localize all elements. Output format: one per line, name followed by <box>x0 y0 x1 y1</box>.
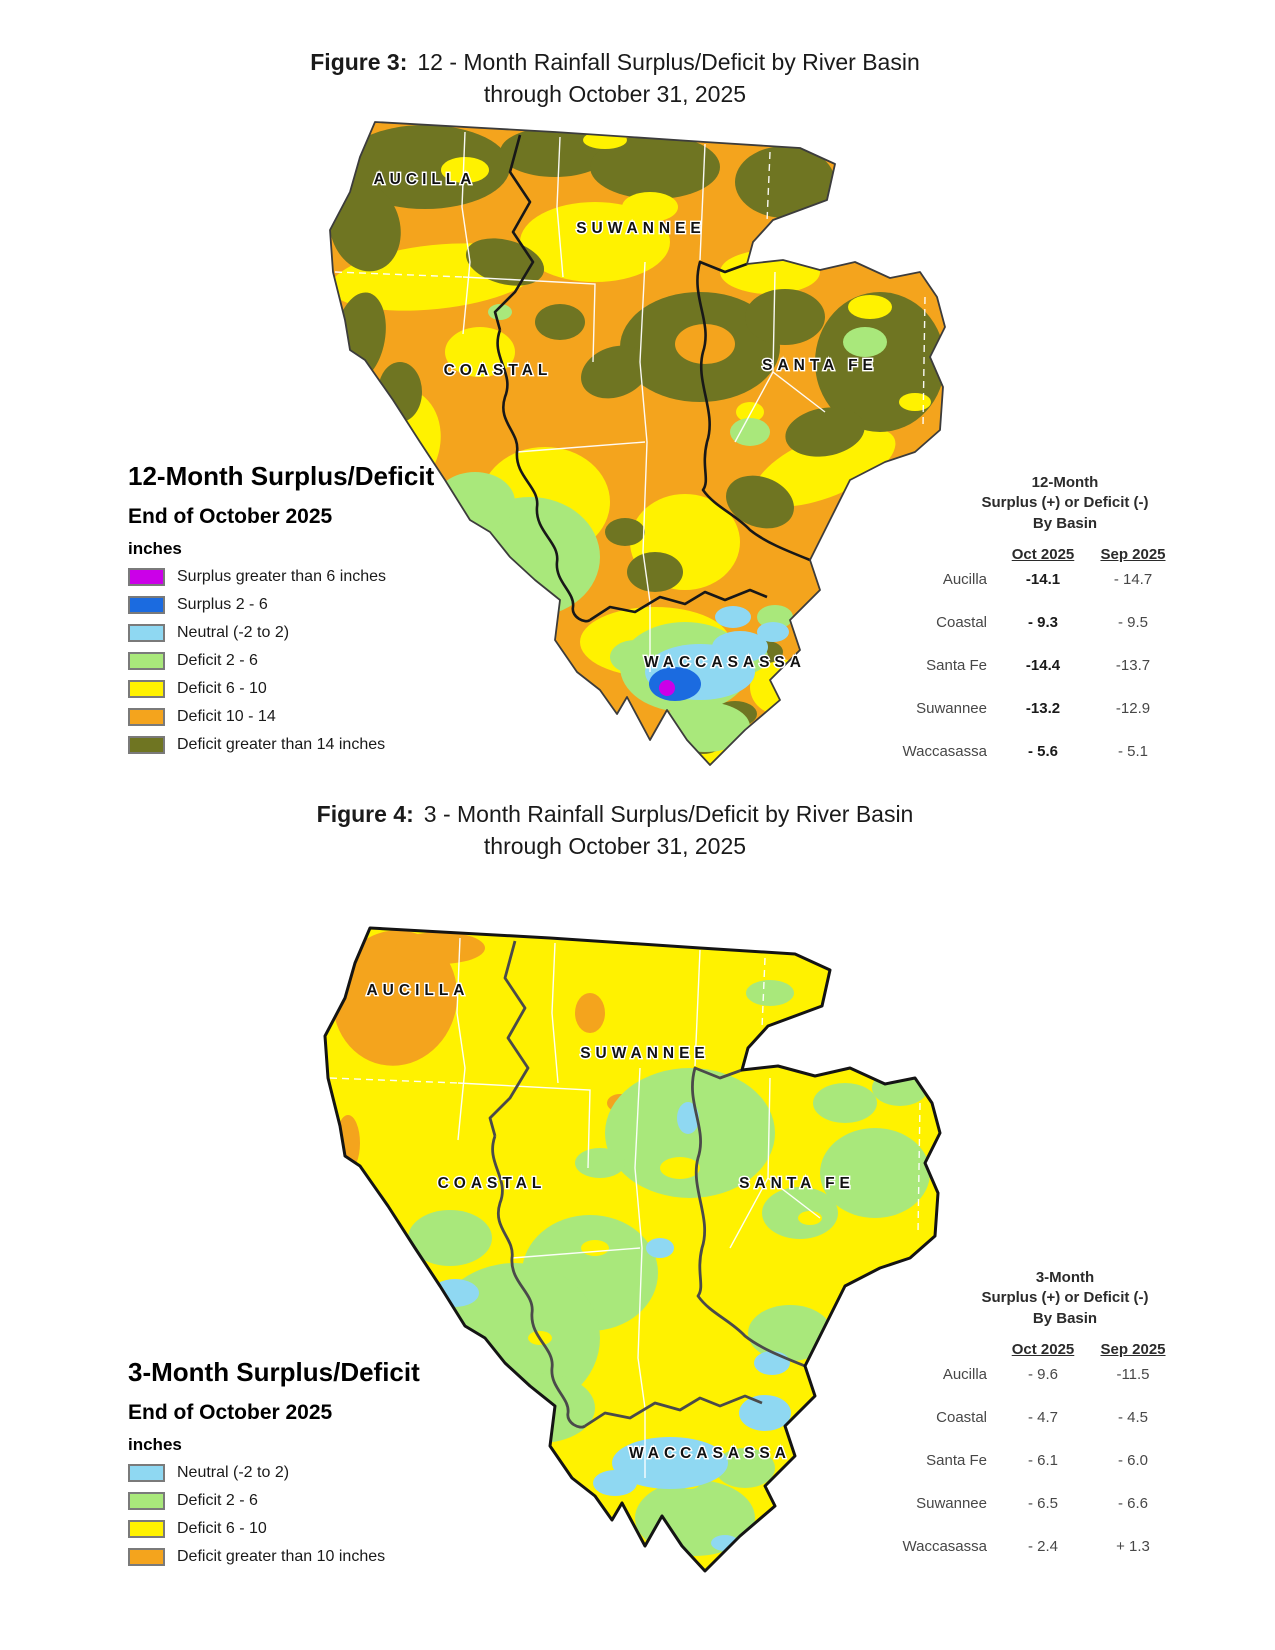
table-row-basin: Santa Fe <box>926 1451 987 1469</box>
col-sep-2025: Sep 2025 <box>1100 545 1166 563</box>
figure3-title-line2: through October 31, 2025 <box>483 81 747 108</box>
neutral-swatch <box>128 1463 165 1482</box>
table-row-basin: Santa Fe <box>926 656 987 674</box>
figure4-title: Figure 4: 3 - Month Rainfall Surplus/Defi… <box>0 798 1230 862</box>
surplus-2-6-swatch <box>128 595 165 614</box>
legend-item: Neutral (-2 to 2) <box>128 1459 488 1487</box>
figure3-map: AUCILLA SUWANNEE COASTAL SANTA FE WACCAS… <box>329 121 946 766</box>
deficit-6-10-swatch <box>128 1519 165 1538</box>
figure3-label: Figure 3: <box>310 49 408 75</box>
figure4-table-title: 3-Month Surplus (+) or Deficit (-) By Ba… <box>981 1269 1149 1327</box>
figure4-legend-units: inches <box>128 1434 182 1454</box>
figure3-table: 12-Month Surplus (+) or Deficit (-) By B… <box>885 473 1185 786</box>
table-row-oct: - 4.7 <box>1027 1408 1058 1426</box>
table-row-sep: - 6.0 <box>1117 1451 1148 1469</box>
figure4-title-line1: Figure 4: 3 - Month Rainfall Surplus/Defi… <box>316 801 914 827</box>
table-row-sep: - 6.6 <box>1117 1494 1148 1512</box>
deficit-gt14-swatch <box>128 735 165 754</box>
legend-item: Deficit 6 - 10 <box>128 1515 488 1543</box>
table-row-basin: Suwannee <box>916 1494 987 1512</box>
legend-item: Neutral (-2 to 2) <box>128 619 488 647</box>
legend-item: Deficit greater than 10 inches <box>128 1543 488 1571</box>
figure4-map: AUCILLA SUWANNEE COASTAL SANTA FE WACCAS… <box>323 926 942 1573</box>
table-row-basin: Waccasassa <box>902 1537 987 1555</box>
legend-item: Deficit 2 - 6 <box>128 1487 488 1515</box>
table-row-oct: - 5.6 <box>1027 742 1058 760</box>
table-row-basin: Waccasassa <box>902 742 987 760</box>
table-row-sep: -13.7 <box>1115 656 1151 674</box>
col-oct-2025: Oct 2025 <box>1011 1340 1075 1358</box>
deficit-gt10-swatch <box>128 1547 165 1566</box>
figure4-label: Figure 4: <box>316 801 414 827</box>
legend-item: Deficit greater than 14 inches <box>128 731 488 759</box>
fig4-basin-label-coastal: COASTAL <box>438 1175 547 1192</box>
figure3-legend-title: 12-Month Surplus/Deficit <box>128 461 435 491</box>
figure3-table-title: 12-Month Surplus (+) or Deficit (-) By B… <box>981 474 1149 532</box>
deficit-2-6-swatch <box>128 1491 165 1510</box>
legend-item: Deficit 10 - 14 <box>128 703 488 731</box>
fig3-basin-label-suwannee: SUWANNEE <box>576 220 706 237</box>
figure3-title: Figure 3: 12 - Month Rainfall Surplus/Def… <box>0 46 1230 110</box>
table-row-sep: - 9.5 <box>1117 613 1148 631</box>
table-row-oct: -14.4 <box>1025 656 1061 674</box>
table-row-oct: - 9.6 <box>1027 1365 1058 1383</box>
figure3-table-grid: Oct 2025 Sep 2025 Aucilla -14.1 - 14.7 C… <box>885 546 1185 786</box>
table-row-oct: -13.2 <box>1025 699 1061 717</box>
fig3-basin-label-waccasassa: WACCASASSA <box>644 654 806 671</box>
figure3-legend-subtitle: End of October 2025 <box>128 504 333 528</box>
table-row-basin: Coastal <box>936 1408 987 1426</box>
legend-item: Deficit 2 - 6 <box>128 647 488 675</box>
table-row-sep: - 14.7 <box>1113 570 1153 588</box>
figure4-table: 3-Month Surplus (+) or Deficit (-) By Ba… <box>885 1268 1185 1581</box>
table-row-sep: -12.9 <box>1115 699 1151 717</box>
fig3-basin-label-aucilla: AUCILLA <box>373 171 476 188</box>
table-row-basin: Aucilla <box>942 1365 987 1383</box>
col-oct-2025: Oct 2025 <box>1011 545 1075 563</box>
deficit-2-6-swatch <box>128 651 165 670</box>
figure3-title-line1: Figure 3: 12 - Month Rainfall Surplus/Def… <box>310 49 920 75</box>
table-row-basin: Aucilla <box>942 570 987 588</box>
fig3-basin-label-coastal: COASTAL <box>444 362 553 379</box>
table-row-basin: Coastal <box>936 613 987 631</box>
table-row-sep: - 4.5 <box>1117 1408 1148 1426</box>
neutral-swatch <box>128 623 165 642</box>
figure3-legend-units: inches <box>128 538 182 558</box>
table-row-oct: - 6.1 <box>1027 1451 1058 1469</box>
legend-item: Surplus 2 - 6 <box>128 591 488 619</box>
table-row-oct: - 6.5 <box>1027 1494 1058 1512</box>
fig3-basin-label-santa-fe: SANTA FE <box>762 357 878 374</box>
table-row-sep: - 5.1 <box>1117 742 1148 760</box>
fig4-basin-label-waccasassa: WACCASASSA <box>629 1445 791 1462</box>
figure4-table-grid: Oct 2025 Sep 2025 Aucilla - 9.6 -11.5 Co… <box>885 1341 1185 1581</box>
deficit-10-14-swatch <box>128 707 165 726</box>
table-row-oct: - 2.4 <box>1027 1537 1058 1555</box>
legend-item: Surplus greater than 6 inches <box>128 563 488 591</box>
col-sep-2025: Sep 2025 <box>1100 1340 1166 1358</box>
figure4-legend-subtitle: End of October 2025 <box>128 1400 333 1424</box>
figure4-legend: 3-Month Surplus/Deficit End of October 2… <box>128 1358 488 1571</box>
table-row-sep: -11.5 <box>1116 1365 1150 1383</box>
fig4-basin-label-santa-fe: SANTA FE <box>739 1175 855 1192</box>
surplus-gt6-swatch <box>128 567 165 586</box>
table-row-oct: -14.1 <box>1025 570 1061 588</box>
legend-item: Deficit 6 - 10 <box>128 675 488 703</box>
figure3-legend: 12-Month Surplus/Deficit End of October … <box>128 462 488 759</box>
fig4-basin-label-aucilla: AUCILLA <box>366 982 469 999</box>
table-row-basin: Suwannee <box>916 699 987 717</box>
deficit-6-10-swatch <box>128 679 165 698</box>
table-row-oct: - 9.3 <box>1027 613 1058 631</box>
fig4-basin-label-suwannee: SUWANNEE <box>580 1045 710 1062</box>
figure4-title-line2: through October 31, 2025 <box>483 833 747 860</box>
figure4-legend-title: 3-Month Surplus/Deficit <box>128 1357 420 1387</box>
table-row-sep: + 1.3 <box>1116 1537 1150 1555</box>
